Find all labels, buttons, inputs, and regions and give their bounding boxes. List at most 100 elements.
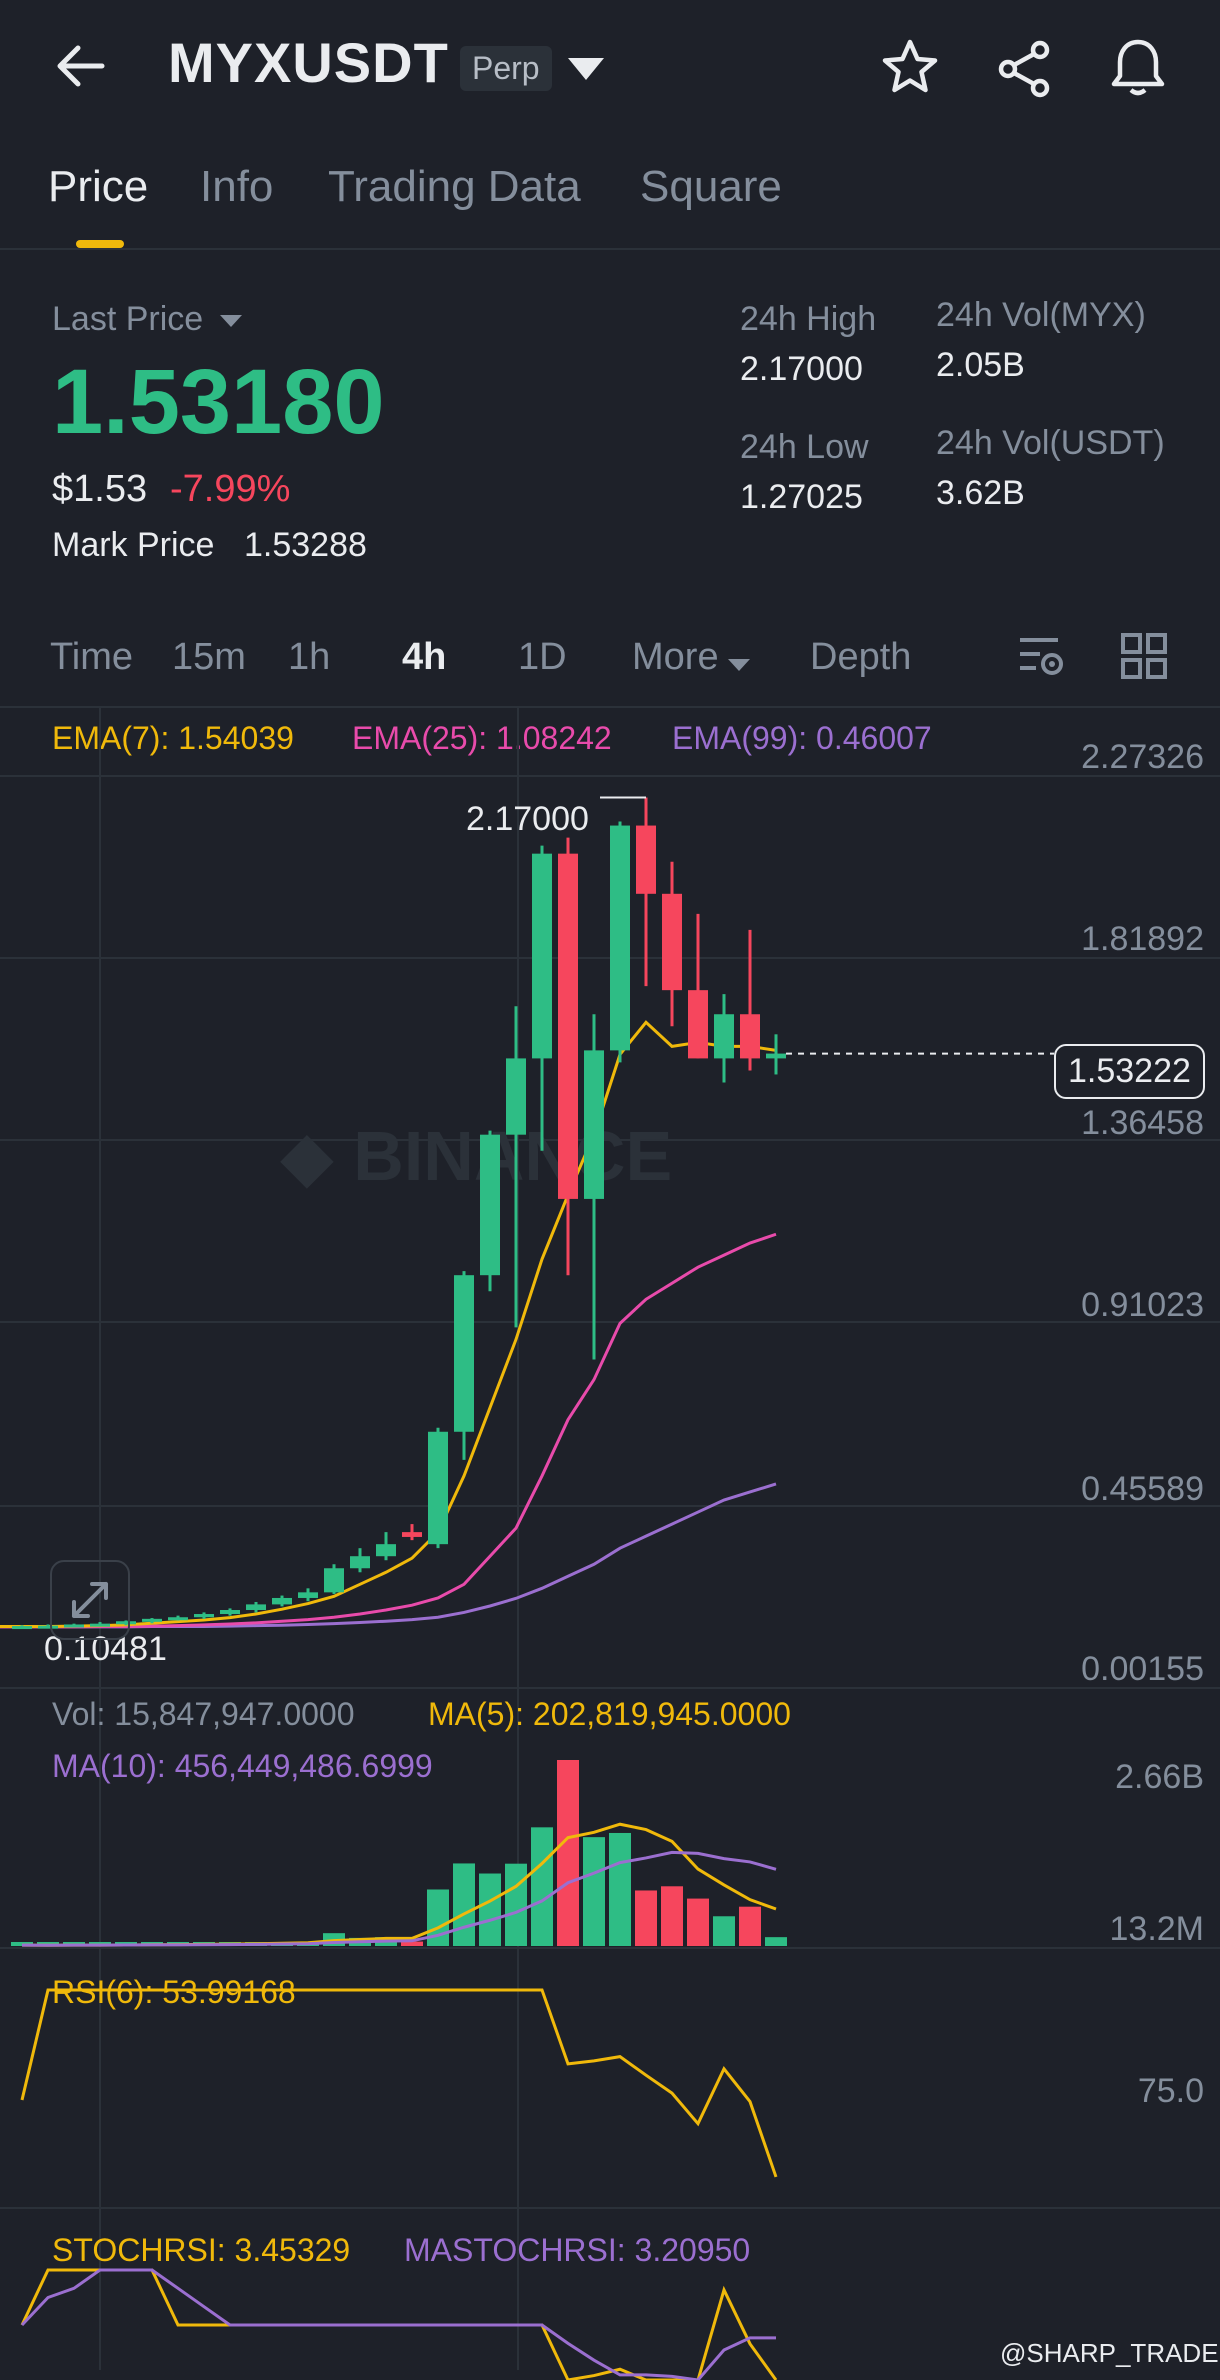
low-label: 24h Low [740,428,869,466]
candle-body [688,990,708,1059]
tab-trading-data[interactable]: Trading Data [328,162,581,211]
tab-square[interactable]: Square [640,162,782,211]
volume-bar [427,1889,449,1946]
volume-bar [687,1898,709,1946]
high-value: 2.17000 [740,350,863,388]
candle-body [636,825,656,894]
price-axis-label: 1.36458 [1081,1104,1204,1142]
symbol-dropdown-icon[interactable] [566,56,606,82]
volume-bar [583,1837,605,1946]
high-marker-label: 2.17000 [466,800,589,838]
candle-body [662,893,682,991]
candle-body [454,1275,474,1432]
candle-body [584,1050,604,1199]
candles [12,797,786,1630]
volume-bars [11,1760,787,1947]
candle-body [350,1556,370,1569]
ema25-legend: EMA(25): 1.08242 [352,720,612,756]
star-icon[interactable] [880,38,940,98]
last-price-dropdown-icon [219,315,242,328]
rsi-axis-label: 75.0 [1137,2072,1204,2110]
candle-body [324,1568,344,1593]
vol-axis-label: 13.2M [1109,1910,1205,1948]
vol-quote-label: 24h Vol(USDT) [936,424,1165,462]
price-axis-label: 0.00155 [1081,1650,1204,1688]
candle-body [506,1058,526,1135]
stochrsi-legend: STOCHRSI: 3.45329 [52,2232,351,2268]
candle-body [740,1014,760,1059]
price-change: -7.99% [170,468,291,510]
bell-icon[interactable] [1108,36,1168,98]
candle-body [64,1624,84,1628]
interval-depth[interactable]: Depth [810,636,912,678]
tab-info[interactable]: Info [200,162,274,211]
current-price-tag: 1.53222 [1054,1044,1205,1099]
ma10-legend: MA(10): 456,449,486.6999 [52,1748,433,1784]
ema99-legend: EMA(99): 0.46007 [672,720,932,756]
share-icon[interactable] [996,40,1054,98]
candle-body [116,1621,136,1625]
watermark-text: @SHARP_TRADER [1000,2338,1220,2368]
perp-badge: Perp [460,46,552,91]
volume-bar [11,1942,33,1946]
volume-bar [609,1832,631,1946]
mastochrsi-legend: MASTOCHRSI: 3.20950 [404,2232,751,2268]
volume-bar [557,1760,579,1946]
interval-more[interactable]: More [632,636,751,679]
ema7-line [0,1020,777,1628]
candle-body [558,853,578,1199]
vol-quote-value: 3.62B [936,474,1025,512]
price-axis-label: 2.27326 [1081,738,1204,776]
interval-1d[interactable]: 1D [518,636,567,678]
candle-body [766,1053,786,1059]
interval-4h[interactable]: 4h [402,636,447,678]
binance-watermark-icon: ◆ BINANCE [280,1117,672,1195]
ma10-line [21,1850,777,1947]
volume-bar [531,1827,553,1946]
volume-bar [661,1886,683,1946]
candle-body [194,1614,214,1618]
mark-price: 1.53288 [244,526,367,564]
back-arrow-icon[interactable] [52,38,108,94]
mark-price-label: Mark Price [52,526,215,564]
tab-price[interactable]: Price [48,162,149,211]
low-value: 1.27025 [740,478,863,516]
vol-legend: Vol: 15,847,947.0000 [52,1696,355,1732]
mastochrsi-line [20,2268,776,2380]
candle-body [246,1604,266,1611]
candle-body [532,853,552,1059]
candle-body [402,1532,422,1537]
candle-body [376,1544,396,1557]
tabs-divider [0,248,1220,250]
volume-bar [401,1941,423,1946]
candle-body [168,1617,188,1621]
candle-body [610,825,630,1051]
volume-bar [713,1916,735,1946]
layout-grid-icon[interactable] [1120,632,1168,680]
volume-bar [505,1863,527,1946]
candle-body [142,1618,162,1622]
ema7-legend: EMA(7): 1.54039 [52,720,294,756]
volume-bar [453,1863,475,1946]
interval-15m[interactable]: 15m [172,636,246,678]
vol-axis-label: 2.66B [1115,1758,1204,1796]
candle-body [38,1625,58,1629]
intervals-divider [0,706,1220,708]
ema-lines [0,1020,777,1629]
symbol-title[interactable]: MYXUSDT [168,31,449,94]
chart-grid [0,706,1220,2370]
candle-body [428,1431,448,1545]
last-price-label[interactable]: Last Price [52,300,243,339]
rsi-line [20,1988,778,2178]
expand-chart-icon[interactable] [50,1560,130,1640]
volume-bar [765,1937,787,1946]
candle-body [220,1610,240,1615]
interval-1h[interactable]: 1h [288,636,331,678]
price-axis-label: 1.81892 [1081,920,1204,958]
candle-body [12,1626,32,1630]
indicator-settings-icon[interactable] [1018,634,1068,682]
price-axis-label: 0.45589 [1081,1470,1204,1508]
ma5-legend: MA(5): 202,819,945.0000 [428,1696,791,1732]
interval-time[interactable]: Time [50,636,134,678]
